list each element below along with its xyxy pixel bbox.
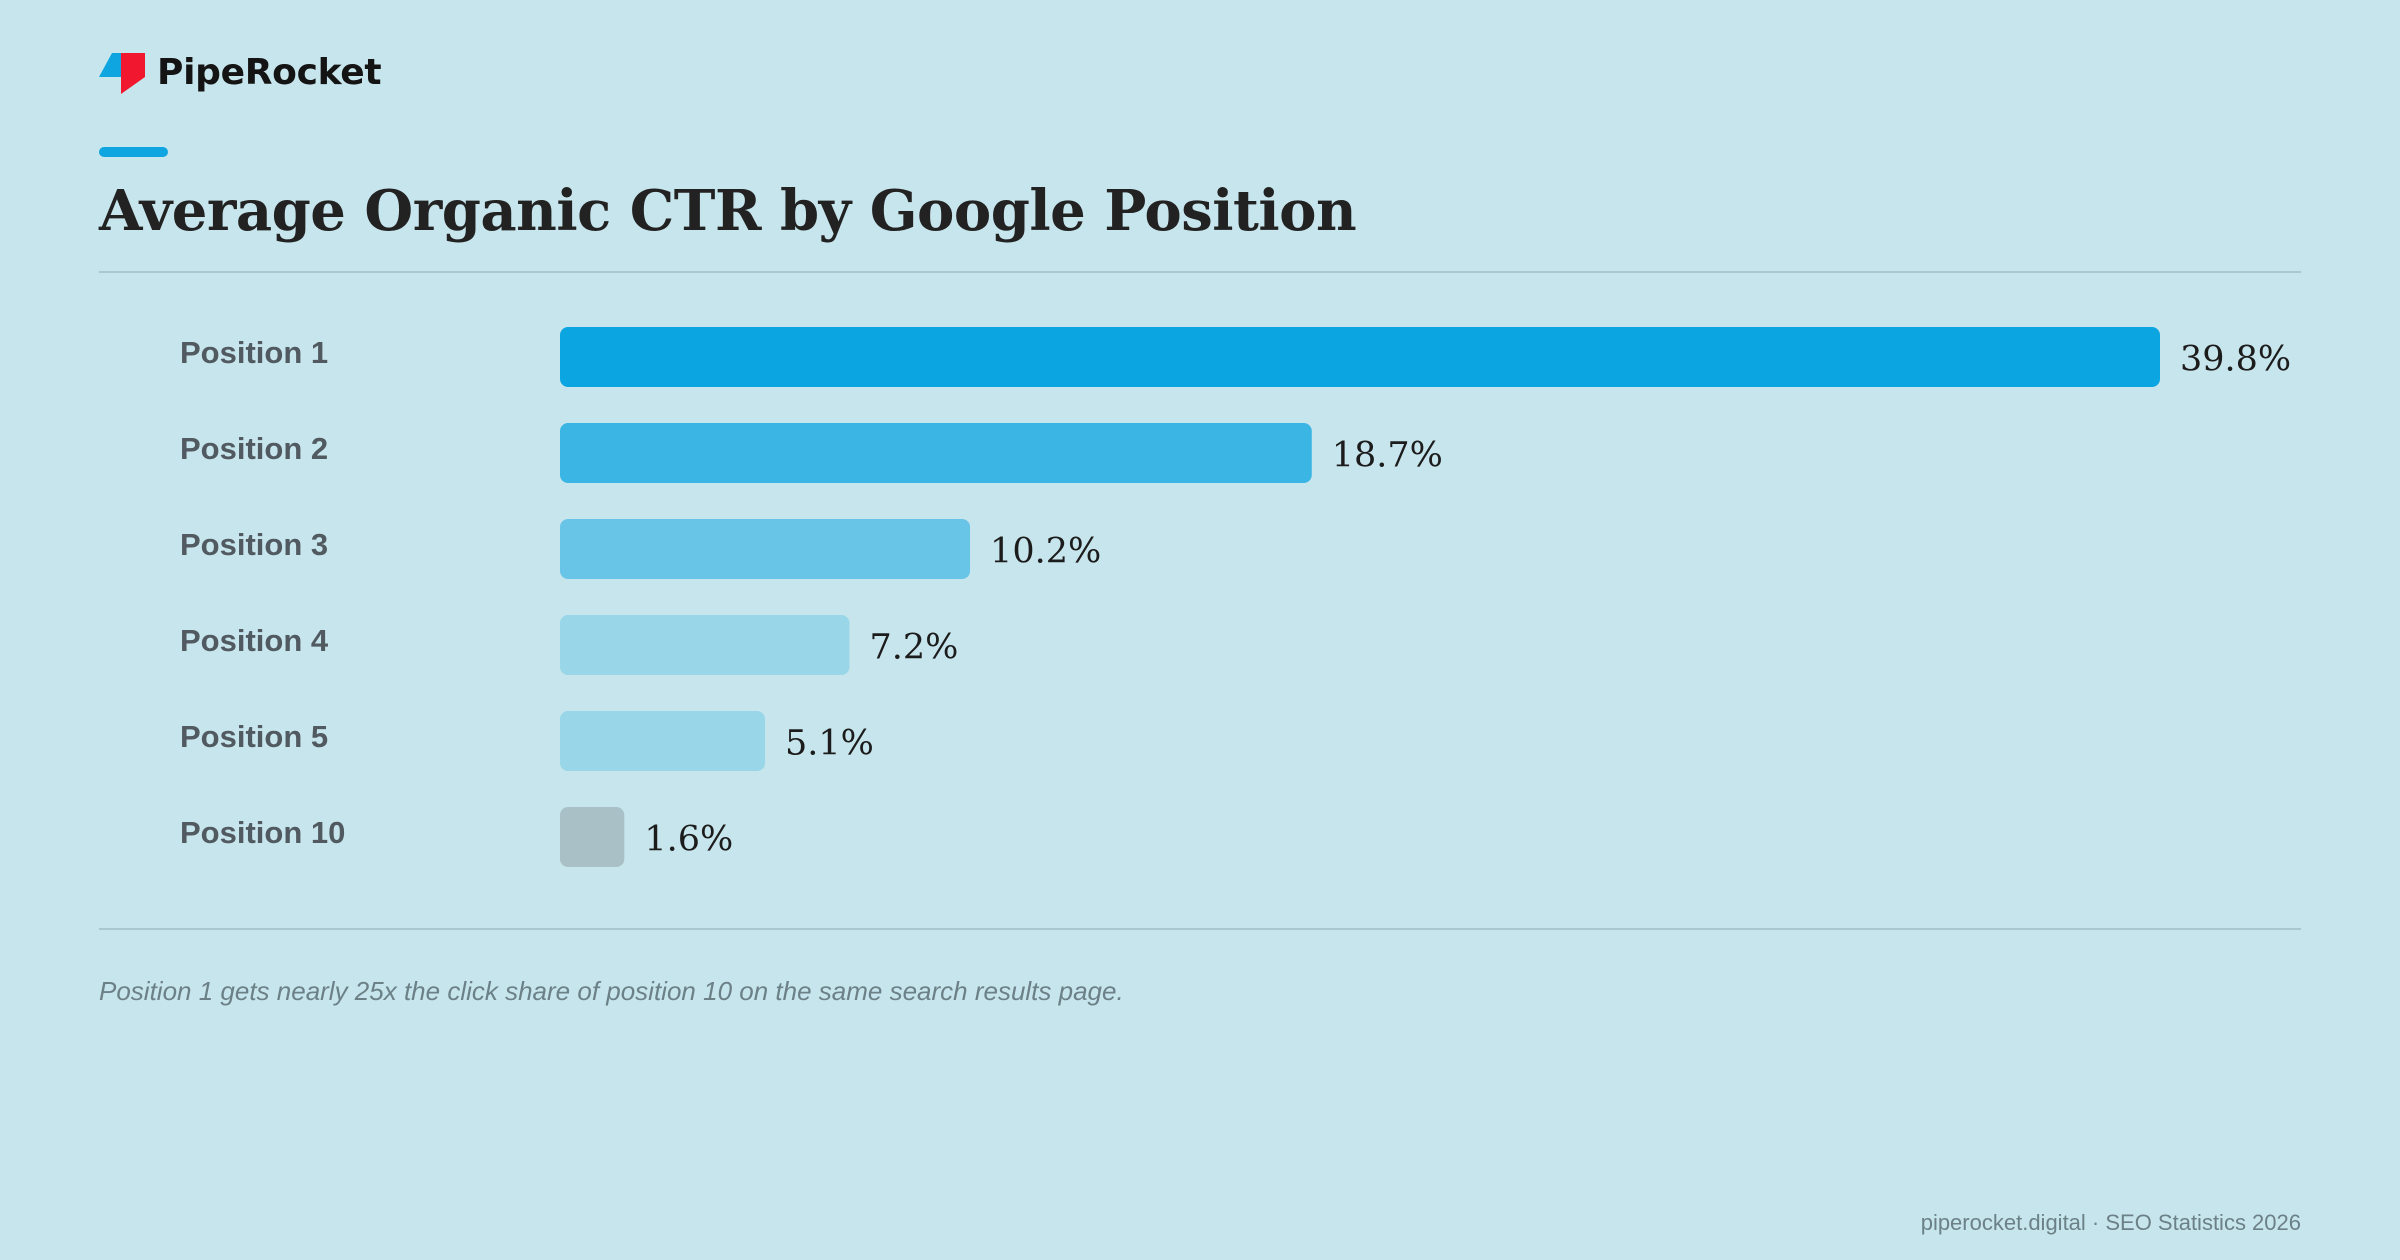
category-label: Position 1 (180, 335, 328, 370)
value-label: 5.1% (785, 724, 874, 764)
bar-chart: Position 1 39.8% Position 2 18.7% Position 3… (180, 327, 2291, 867)
category-label: Position 4 (180, 623, 329, 658)
value-label: 39.8% (2180, 340, 2291, 380)
top-divider (99, 271, 2301, 273)
brand-name: PipeRocket (157, 51, 382, 93)
bar (560, 519, 971, 579)
value-label: 18.7% (1332, 436, 1443, 476)
title-accent-bar (99, 147, 168, 157)
bottom-divider (99, 928, 2301, 930)
value-label: 1.6% (644, 820, 733, 860)
piperocket-logo-icon (99, 53, 145, 94)
category-label: Position 10 (180, 815, 345, 850)
category-label: Position 2 (180, 431, 328, 466)
chart-note: Position 1 gets nearly 25x the click sha… (99, 976, 1124, 1006)
footer-source: piperocket.digital · SEO Statistics 2026 (1920, 1210, 2301, 1235)
value-label: 10.2% (990, 532, 1101, 572)
category-label: Position 5 (180, 719, 328, 754)
bar (560, 711, 766, 771)
bar (560, 423, 1312, 483)
chart-title: Average Organic CTR by Google Position (99, 178, 1357, 244)
bar (560, 615, 850, 675)
value-label: 7.2% (869, 628, 958, 668)
category-label: Position 3 (180, 527, 328, 562)
brand: PipeRocket (99, 50, 382, 94)
bar (560, 807, 625, 867)
bar (560, 327, 2160, 387)
